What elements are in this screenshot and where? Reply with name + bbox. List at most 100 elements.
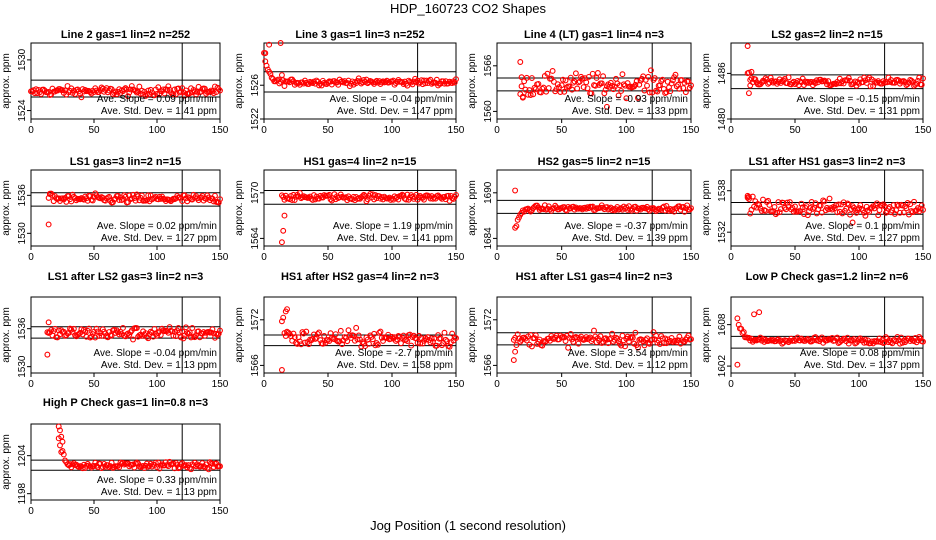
data-point [627,83,634,90]
y-tick-label: 1602 [717,355,728,378]
data-point [122,193,129,200]
data-point [880,78,887,85]
y-tick-label: 1198 [17,482,28,504]
x-tick-label: 150 [212,379,229,390]
data-point [734,361,741,368]
data-point [59,438,66,445]
data-point [372,192,379,199]
data-point [205,466,212,473]
data-point [59,448,66,454]
data-point [672,71,679,78]
data-point [278,72,285,79]
y-axis-label: approx. ppm [1,53,12,109]
data-point [376,329,383,336]
data-point [669,77,676,84]
data-point [786,199,793,206]
panel-13: High P Check gas=1 lin=0.8 n=3 0 50 100 150 1… [1,397,229,517]
data-point [380,78,386,85]
data-point [756,202,763,209]
x-tick-label: 100 [384,252,401,263]
data-point [93,325,100,332]
data-point [176,89,183,96]
data-point [367,190,374,197]
x-tick-label: 0 [28,379,34,390]
data-point [120,325,126,331]
data-point [844,200,851,207]
data-point [849,219,856,226]
std-dev-stat: Ave. Std. Dev. = 1.13 ppm [101,360,217,371]
data-point [834,334,841,341]
data-point [767,74,774,81]
y-tick-label: 1566 [483,354,494,377]
data-point [688,205,694,212]
data-point [625,338,632,345]
data-point [278,192,285,199]
data-point [387,196,394,203]
data-point [632,329,639,336]
data-point [128,83,135,89]
data-point [87,193,94,199]
data-point [528,343,535,350]
data-point [78,94,85,101]
data-point [592,82,599,89]
data-point [183,324,189,331]
y-tick-label: 1564 [250,227,261,250]
data-point [55,423,62,430]
y-tick-label: 1538 [717,179,728,202]
std-dev-stat: Ave. Std. Dev. = 1.27 ppm [101,233,217,244]
y-tick-label: 1570 [250,181,261,204]
data-point [897,209,903,216]
data-point [584,85,591,92]
data-point [291,197,298,203]
data-point [296,190,303,196]
panel-5: LS1 gas=3 lin=2 n=15 0 50 100 150 1530 1536 app… [1,156,229,263]
data-point [672,337,679,344]
data-point [544,70,551,77]
panel-title: Line 2 gas=1 lin=2 n=252 [61,29,190,41]
data-point [353,324,360,331]
plot-frame [30,42,221,120]
data-point [145,192,152,199]
data-point [567,74,574,81]
data-point [33,86,39,93]
panel-title: HS2 gas=5 lin=2 n=15 [538,156,651,168]
data-point [824,204,830,211]
data-point [75,331,82,338]
data-point [688,82,694,89]
data-point [682,89,689,96]
std-dev-stat: Ave. Std. Dev. = 1.47 ppm [337,106,453,117]
x-tick-label: 50 [556,379,568,390]
data-point [897,340,903,347]
std-dev-stat: Ave. Std. Dev. = 1.37 ppm [804,360,920,371]
y-axis-label: approx. ppm [1,434,12,490]
data-point [858,205,865,212]
x-tick-label: 100 [851,252,868,263]
x-tick-label: 50 [322,379,334,390]
data-point [313,77,320,84]
data-point [600,204,607,211]
x-tick-label: 50 [88,252,100,263]
data-point [580,84,587,91]
panel-1: Line 2 gas=1 lin=2 n=252 0 50 100 150 1524 153… [1,29,229,136]
y-tick-label: 1526 [250,74,261,97]
data-point [127,86,134,93]
data-point [312,335,319,342]
data-point [527,92,534,98]
data-point [157,462,164,469]
data-point [658,78,665,85]
data-point [126,89,133,96]
data-point [862,212,869,219]
y-tick-label: 1530 [17,48,28,71]
data-point [341,334,348,340]
data-point [86,325,92,332]
y-tick-label: 1536 [17,184,28,207]
data-point [667,88,674,95]
data-point [600,73,607,80]
slope-stat: Ave. Slope = 0.33 ppm/min [97,475,217,486]
data-point [316,329,322,336]
panel-title: LS1 after HS1 gas=3 lin=2 n=3 [749,156,906,168]
data-point [374,341,381,348]
std-dev-stat: Ave. Std. Dev. = 1.39 ppm [572,233,688,244]
data-point [758,207,765,214]
data-point [125,93,131,100]
